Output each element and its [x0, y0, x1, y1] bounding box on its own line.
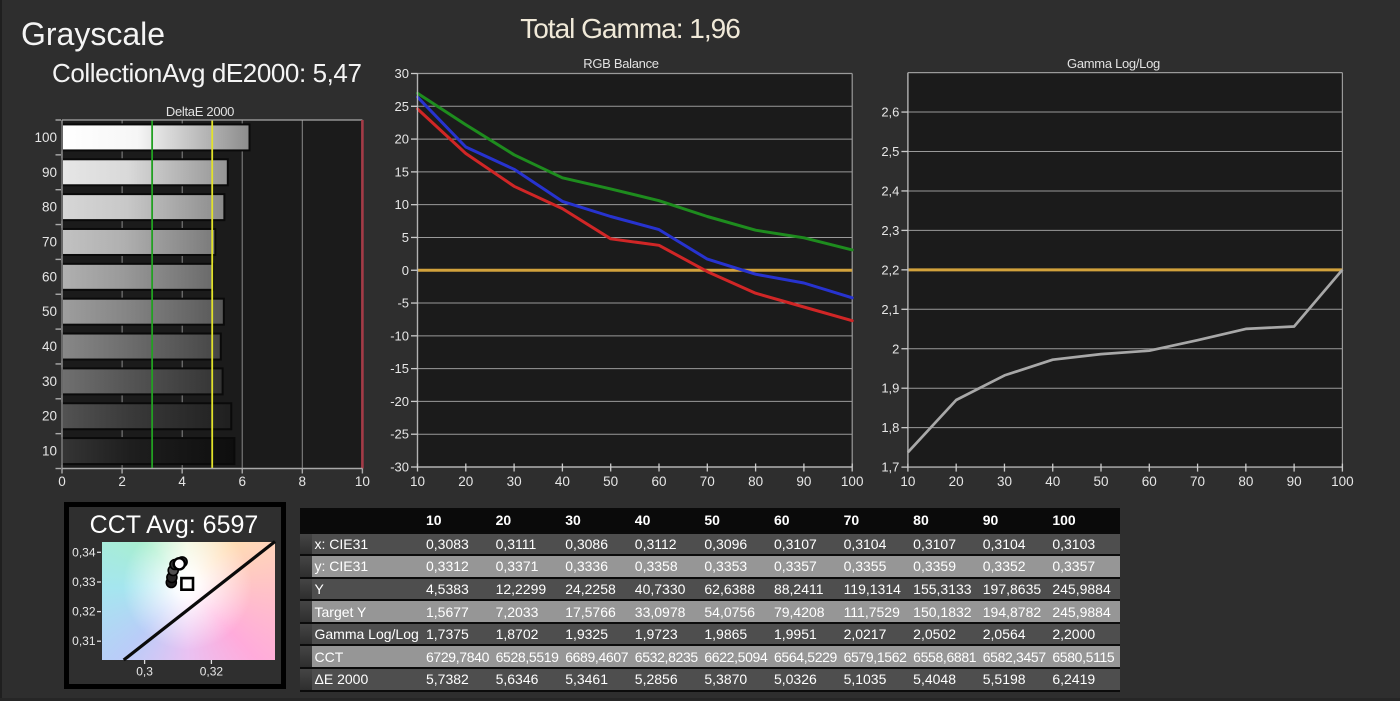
svg-text:20: 20: [395, 132, 409, 147]
svg-text:-30: -30: [390, 460, 409, 475]
svg-text:-5: -5: [397, 296, 409, 311]
svg-text:90: 90: [1287, 474, 1302, 489]
svg-text:60: 60: [651, 474, 666, 489]
svg-text:20: 20: [42, 409, 57, 424]
svg-text:2,5: 2,5: [881, 144, 899, 159]
svg-text:Gamma Log/Log: Gamma Log/Log: [1067, 56, 1160, 71]
svg-text:100: 100: [1331, 474, 1354, 489]
svg-text:-10: -10: [390, 328, 409, 343]
svg-text:10: 10: [42, 444, 57, 459]
svg-text:0,3: 0,3: [136, 665, 153, 679]
svg-text:-15: -15: [390, 361, 409, 376]
svg-text:DeltaE 2000: DeltaE 2000: [166, 104, 234, 119]
svg-text:0,32: 0,32: [200, 665, 224, 679]
svg-text:40: 40: [555, 474, 570, 489]
svg-text:20: 20: [458, 474, 473, 489]
svg-text:40: 40: [42, 339, 57, 354]
svg-text:50: 50: [42, 304, 57, 319]
svg-text:60: 60: [1142, 474, 1157, 489]
svg-text:10: 10: [410, 474, 425, 489]
svg-text:80: 80: [748, 474, 763, 489]
svg-text:70: 70: [42, 234, 57, 249]
svg-text:50: 50: [603, 474, 618, 489]
svg-text:8: 8: [299, 474, 307, 489]
svg-text:2,3: 2,3: [881, 223, 899, 238]
svg-text:4: 4: [178, 474, 186, 489]
svg-text:30: 30: [507, 474, 522, 489]
svg-text:100: 100: [34, 130, 57, 145]
svg-text:10: 10: [900, 474, 915, 489]
svg-text:70: 70: [700, 474, 715, 489]
svg-text:40: 40: [1045, 474, 1060, 489]
svg-text:1,7: 1,7: [881, 460, 899, 475]
svg-text:90: 90: [796, 474, 811, 489]
svg-text:6: 6: [238, 474, 246, 489]
svg-text:2,6: 2,6: [881, 105, 899, 120]
svg-text:-20: -20: [390, 394, 409, 409]
svg-text:2: 2: [118, 474, 126, 489]
svg-text:50: 50: [1093, 474, 1108, 489]
svg-text:10: 10: [395, 197, 409, 212]
svg-text:1,9: 1,9: [881, 381, 899, 396]
svg-text:0,34: 0,34: [72, 545, 96, 559]
svg-text:70: 70: [1190, 474, 1205, 489]
svg-text:100: 100: [841, 474, 864, 489]
svg-text:2,2: 2,2: [881, 262, 899, 277]
svg-text:0,33: 0,33: [72, 575, 96, 589]
svg-text:15: 15: [395, 164, 409, 179]
svg-text:0: 0: [58, 474, 66, 489]
svg-text:2,1: 2,1: [881, 302, 899, 317]
svg-text:90: 90: [42, 165, 57, 180]
svg-text:10: 10: [355, 474, 370, 489]
svg-text:-25: -25: [390, 427, 409, 442]
svg-text:0,32: 0,32: [72, 605, 96, 619]
svg-text:1,8: 1,8: [881, 420, 899, 435]
svg-text:25: 25: [395, 99, 409, 114]
svg-text:5: 5: [402, 230, 409, 245]
svg-text:60: 60: [42, 269, 57, 284]
svg-text:30: 30: [395, 66, 409, 81]
svg-text:CCT Avg: 6597: CCT Avg: 6597: [90, 511, 259, 539]
svg-text:20: 20: [949, 474, 964, 489]
svg-text:0: 0: [402, 263, 409, 278]
svg-text:0,31: 0,31: [72, 634, 96, 648]
svg-text:30: 30: [997, 474, 1012, 489]
svg-text:30: 30: [42, 374, 57, 389]
svg-text:RGB Balance: RGB Balance: [583, 56, 659, 71]
svg-text:80: 80: [42, 200, 57, 215]
svg-text:2: 2: [892, 341, 899, 356]
svg-text:2,4: 2,4: [881, 183, 899, 198]
svg-text:80: 80: [1238, 474, 1253, 489]
